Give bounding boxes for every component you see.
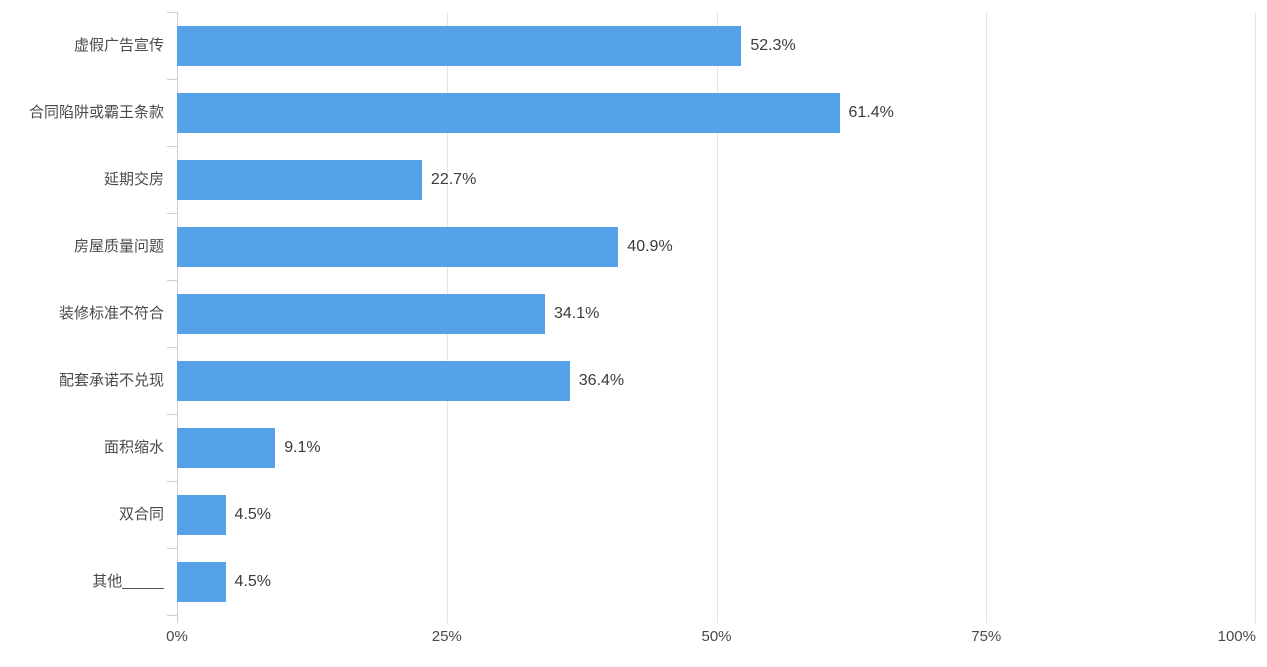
bar-row: 虚假广告宣传 52.3% [74, 12, 1256, 79]
value-label: 4.5% [234, 505, 272, 523]
x-tick-label: 0% [166, 628, 188, 645]
category-label: 面积缩水 [103, 439, 164, 456]
bar-row: 合同陷阱或霸王条款 61.4% [29, 79, 1256, 146]
value-label: 40.9% [627, 237, 673, 255]
bar-row: 其他_____ 4.5% [92, 548, 1256, 615]
bar[interactable] [177, 226, 619, 267]
category-label: 装修标准不符合 [58, 305, 164, 322]
bar[interactable] [177, 92, 840, 133]
bar[interactable] [177, 561, 226, 602]
bar-row: 装修标准不符合 34.1% [59, 280, 1256, 347]
bar[interactable] [177, 25, 742, 66]
y-axis-ticks [167, 12, 177, 616]
value-label: 9.1% [284, 438, 321, 456]
bar[interactable] [177, 293, 545, 334]
x-tick-label: 50% [701, 628, 732, 645]
category-label: 双合同 [118, 506, 164, 523]
x-tick-label: 100% [1217, 628, 1256, 645]
category-label: 配套承诺不兑现 [58, 372, 164, 389]
gridline-100 [1255, 12, 1256, 623]
gridline-75 [986, 12, 988, 623]
x-tick-label: 75% [971, 628, 1002, 645]
value-label: 52.3% [750, 36, 796, 54]
gridline-50 [716, 12, 718, 623]
bar-row: 房屋质量问题 40.9% [74, 213, 1256, 280]
value-label: 4.5% [234, 572, 272, 590]
value-label: 36.4% [578, 371, 625, 389]
bar[interactable] [177, 159, 422, 200]
category-label: 其他_____ [92, 573, 164, 590]
x-tick-label: 25% [431, 628, 462, 645]
x-axis-labels: 0% 25% 50% 75% 100% [166, 628, 1256, 649]
bar-row: 双合同 4.5% [119, 481, 1256, 548]
bar-row: 配套承诺不兑现 36.4% [59, 347, 1256, 414]
bar[interactable] [177, 360, 570, 401]
bar-row: 面积缩水 9.1% [104, 414, 1256, 481]
value-label: 34.1% [553, 304, 600, 322]
bar-rows: 虚假广告宣传 52.3% 合同陷阱或霸王条款 61.4% 延期交房 22.7% … [29, 12, 1256, 615]
bar-row: 延期交房 22.7% [104, 146, 1256, 213]
category-label: 虚假广告宣传 [73, 37, 164, 54]
bar[interactable] [177, 494, 226, 535]
bar[interactable] [177, 427, 276, 468]
value-label: 61.4% [848, 103, 894, 121]
plot-area: 虚假广告宣传 52.3% 合同陷阱或霸王条款 61.4% 延期交房 22.7% … [29, 12, 1256, 623]
value-label: 22.7% [430, 170, 477, 188]
category-label: 合同陷阱或霸王条款 [28, 104, 164, 121]
category-label: 房屋质量问题 [73, 238, 164, 255]
category-label: 延期交房 [103, 171, 164, 188]
